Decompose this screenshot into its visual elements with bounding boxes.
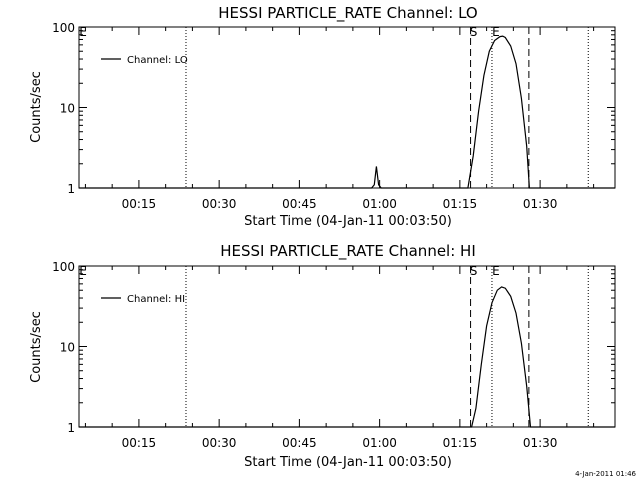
x-tick-label: 01:15 <box>443 436 478 450</box>
legend-label: Channel: HI <box>127 294 185 305</box>
marker-label: E <box>492 264 500 278</box>
y-tick-label: 1 <box>67 421 75 435</box>
y-tick-label: 10 <box>60 341 75 355</box>
series-line <box>79 286 615 428</box>
footer-timestamp: 4-Jan-2011 01:46 <box>575 470 636 478</box>
marker-label: E <box>492 25 500 39</box>
x-tick-label: 00:30 <box>202 436 237 450</box>
x-axis-label: Start Time (04-Jan-11 00:03:50) <box>244 455 452 470</box>
x-axis-label: Start Time (04-Jan-11 00:03:50) <box>244 214 452 229</box>
x-tick-label: 00:15 <box>122 197 157 211</box>
plot-frame <box>78 26 616 189</box>
x-tick-label: 01:30 <box>523 436 558 450</box>
x-tick-label: 01:00 <box>362 197 397 211</box>
y-tick-label: 1 <box>67 182 75 196</box>
x-tick-label: 00:45 <box>282 436 317 450</box>
x-tick-label: 01:30 <box>523 197 558 211</box>
chart-title: HESSI PARTICLE_RATE Channel: HI <box>220 242 476 261</box>
y-tick-label: 100 <box>52 21 75 35</box>
panel-hi: HESSI PARTICLE_RATE Channel: HI Counts/s… <box>29 242 616 470</box>
marker-label: S <box>470 25 478 39</box>
x-tick-label: 00:45 <box>282 197 317 211</box>
y-axis-label: Counts/sec <box>29 71 44 143</box>
legend-label: Channel: LO <box>127 55 188 66</box>
series-line <box>79 35 615 189</box>
y-tick-label: 10 <box>60 102 75 116</box>
x-tick-label: 01:00 <box>362 436 397 450</box>
marker-label: S <box>470 264 478 278</box>
panel-lo: HESSI PARTICLE_RATE Channel: LO Counts/s… <box>29 4 616 229</box>
marker-label: E <box>79 25 87 39</box>
x-tick-label: 00:15 <box>122 436 157 450</box>
y-tick-label: 100 <box>52 260 75 274</box>
x-tick-label: 00:30 <box>202 197 237 211</box>
x-tick-label: 01:15 <box>443 197 478 211</box>
plot-frame <box>78 265 616 428</box>
marker-label: E <box>79 264 87 278</box>
chart-title: HESSI PARTICLE_RATE Channel: LO <box>218 4 477 23</box>
y-axis-label: Counts/sec <box>29 311 44 383</box>
